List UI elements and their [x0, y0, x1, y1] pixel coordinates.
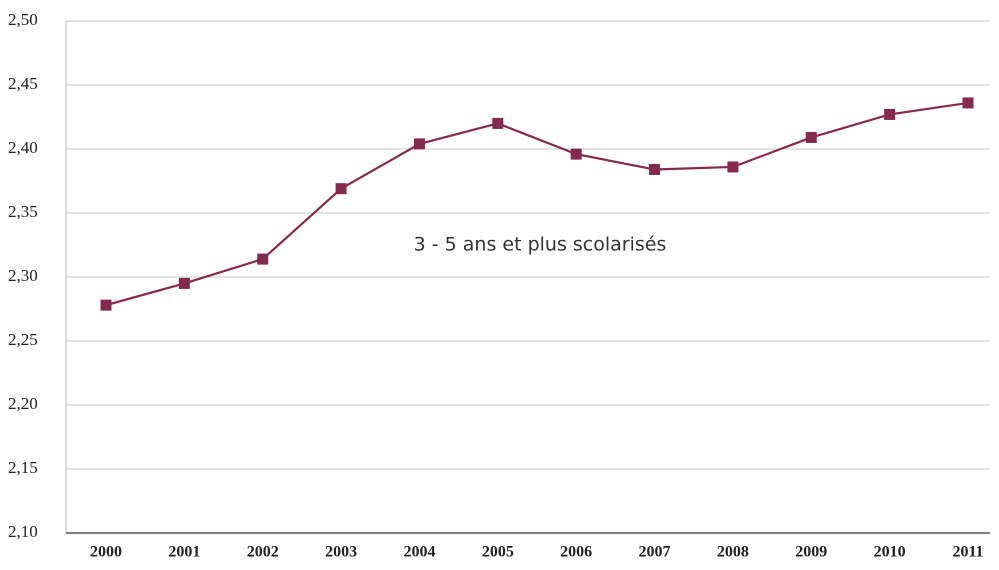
data-point [100, 299, 112, 311]
data-point [805, 131, 817, 143]
y-tick-label: 2,20 [8, 394, 38, 413]
data-point [962, 97, 974, 109]
x-tick-label: 2005 [482, 544, 514, 561]
x-tick-label: 2000 [90, 544, 122, 561]
data-point [649, 163, 661, 175]
data-point [178, 277, 190, 289]
data-point [257, 253, 269, 265]
series-line [105, 101, 969, 307]
x-tick-label: 2001 [168, 544, 200, 561]
y-tick-label: 2,35 [8, 202, 38, 221]
x-tick-label: 2010 [874, 544, 906, 561]
data-point [570, 148, 582, 160]
data-point [727, 161, 739, 173]
x-tick-label: 2004 [403, 544, 435, 561]
y-tick-label: 2,15 [8, 458, 38, 477]
y-tick-label: 2,10 [8, 522, 38, 541]
series-label: 3 - 5 ans et plus scolarisés [414, 234, 667, 256]
y-tick-label: 2,25 [8, 330, 38, 349]
data-point [492, 117, 504, 129]
x-tick-label: 2011 [952, 544, 983, 561]
x-tick-label: 2006 [560, 544, 592, 561]
data-point [335, 183, 347, 195]
y-tick-label: 2,30 [8, 266, 38, 285]
x-tick-label: 2008 [717, 544, 749, 561]
data-point [884, 108, 896, 120]
x-tick-label: 2009 [795, 544, 827, 561]
y-tick-label: 2,40 [8, 138, 38, 157]
x-tick-label: 2007 [639, 544, 671, 561]
y-tick-label: 2,50 [8, 10, 38, 29]
x-tick-label: 2003 [325, 544, 357, 561]
x-tick-label: 2002 [247, 544, 279, 561]
y-tick-label: 2,45 [8, 74, 38, 93]
data-point [413, 138, 425, 150]
